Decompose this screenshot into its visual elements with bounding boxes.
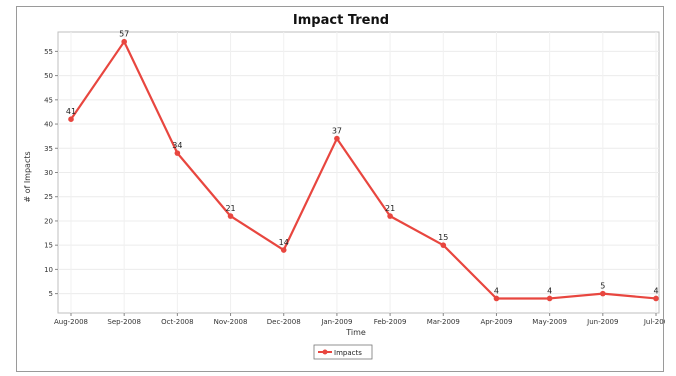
y-tick-label: 25 [44, 193, 53, 201]
series-line [70, 40, 657, 300]
x-tick-label: Dec-2008 [267, 318, 301, 326]
data-label: 4 [494, 286, 499, 295]
y-tick-label: 35 [44, 145, 53, 153]
legend-box [313, 344, 373, 360]
x-tick-label: Sep-2008 [107, 318, 141, 326]
data-point [174, 150, 181, 156]
data-point [600, 290, 606, 297]
legend-label-impacts: Impacts [334, 349, 362, 357]
x-axis-ticks: Aug-2008 Sep-2008 Oct-2008 Nov-2008 Dec-2008… [54, 313, 665, 326]
y-axis-label: # of Impacts [23, 151, 32, 202]
data-label: 34 [172, 141, 182, 150]
x-tick-label: Jul-200 [643, 318, 665, 326]
x-tick-label: Mar-2009 [427, 318, 460, 326]
x-tick-label: Jun-2009 [586, 318, 618, 326]
chart-title: Impact Trend [293, 13, 389, 28]
y-tick-label: 5 [49, 290, 53, 298]
series-impacts: 41 57 34 21 14 37 21 15 4 4 5 4 [66, 30, 659, 302]
y-tick-label: 30 [44, 169, 53, 177]
data-point [387, 213, 393, 219]
data-label: 4 [547, 286, 552, 295]
data-point [653, 295, 659, 302]
y-tick-label: 20 [44, 217, 53, 225]
y-tick-label: 15 [44, 242, 53, 250]
data-point [546, 295, 553, 302]
data-point [440, 242, 447, 248]
y-tick-label: 55 [44, 48, 53, 56]
x-axis-label: Time [345, 328, 366, 337]
data-label: 41 [66, 107, 76, 116]
x-tick-label: May-2009 [532, 318, 567, 326]
x-tick-label: Nov-2008 [214, 318, 248, 326]
y-tick-label: 45 [44, 96, 53, 104]
chart-frame: Impact Trend 5 10 15 20 25 30 35 40 45 50 55 Aug-2… [16, 6, 665, 372]
y-tick-label: 50 [44, 72, 53, 80]
data-point [121, 38, 127, 45]
data-point [227, 213, 234, 219]
data-label: 57 [119, 30, 129, 39]
x-tick-label: Aug-2008 [54, 318, 88, 326]
data-label: 21 [225, 204, 235, 213]
grid-lines [58, 32, 659, 313]
data-point [493, 295, 500, 302]
data-point [280, 247, 287, 253]
data-label: 5 [600, 282, 605, 291]
y-axis-ticks: 5 10 15 20 25 30 35 40 45 50 55 [44, 48, 58, 298]
data-point [334, 135, 340, 142]
x-tick-label: Oct-2008 [161, 318, 193, 326]
data-label: 15 [438, 233, 448, 242]
y-tick-label: 10 [44, 266, 53, 274]
x-tick-label: Apr-2009 [480, 318, 512, 326]
data-point [68, 116, 74, 123]
data-label: 14 [279, 238, 289, 247]
data-label: 4 [653, 286, 658, 295]
data-label: 37 [332, 127, 342, 136]
y-tick-label: 40 [44, 121, 53, 129]
x-tick-label: Jan-2009 [320, 318, 352, 326]
data-label: 21 [385, 204, 395, 213]
legend-swatch-marker [322, 349, 328, 355]
x-tick-label: Feb-2009 [374, 318, 407, 326]
legend: Impacts [313, 344, 373, 360]
